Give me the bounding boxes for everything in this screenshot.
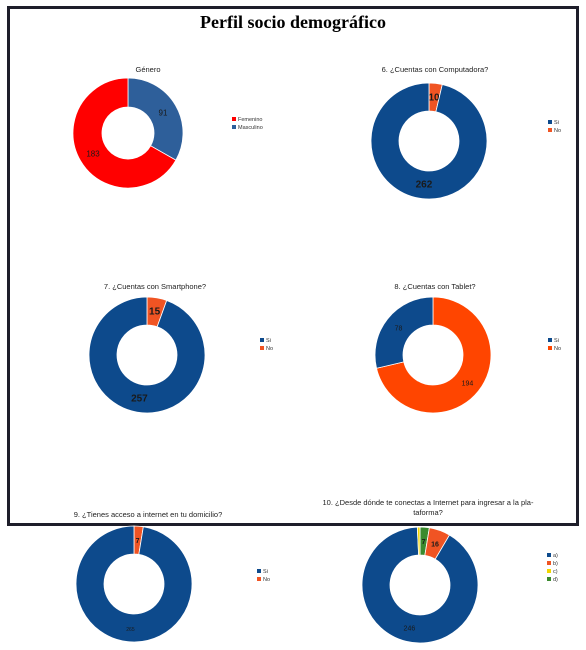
legend-label: Si	[554, 338, 559, 344]
donut-chart-6: 10. ¿Desde dónde te conectas a Internet …	[323, 498, 558, 644]
slice-femenino	[72, 77, 177, 189]
data-label: 257	[131, 393, 148, 404]
data-label: 194	[462, 380, 474, 387]
donut-chart-3: 7. ¿Cuentas con Smartphone? 15 257 Si No	[88, 282, 273, 414]
donut-chart-5: 9. ¿Tienes acceso a internet en tu domic…	[74, 510, 270, 643]
legend-swatch	[547, 553, 551, 557]
legend-label: b)	[553, 561, 558, 567]
data-label: 262	[416, 180, 433, 191]
legend-label: c)	[553, 569, 558, 575]
slice-si	[75, 525, 193, 643]
chart-title: Género	[135, 65, 160, 74]
legend-swatch	[257, 577, 261, 581]
legend-swatch	[547, 569, 551, 573]
legend-label: Masculino	[238, 125, 263, 131]
chart-title: 8. ¿Cuentas con Tablet?	[394, 282, 475, 291]
legend-swatch	[232, 117, 236, 121]
chart-title: 7. ¿Cuentas con Smartphone?	[104, 282, 206, 291]
legend-label: Si	[266, 338, 271, 344]
chart-title: 6. ¿Cuentas con Computadora?	[382, 65, 489, 74]
slice-si	[374, 296, 434, 369]
chart-title: taforma?	[413, 508, 443, 517]
legend-label: No	[266, 346, 273, 352]
slice-si	[370, 82, 488, 200]
slice-masculino	[127, 77, 184, 161]
legend-swatch	[260, 346, 264, 350]
legend-label: d)	[553, 577, 558, 583]
legend-swatch	[548, 128, 552, 132]
chart-title: 9. ¿Tienes acceso a internet en tu domic…	[74, 510, 223, 519]
data-label: 183	[86, 149, 100, 158]
chart-title: 10. ¿Desde dónde te conectas a Internet …	[323, 498, 534, 507]
legend-swatch	[548, 338, 552, 342]
legend-swatch	[547, 577, 551, 581]
slice-a	[361, 526, 479, 644]
donut-chart-2: 6. ¿Cuentas con Computadora? 10 262 Si No	[370, 65, 561, 200]
legend-label: Si	[554, 120, 559, 126]
data-label: 15	[149, 307, 161, 318]
legend-swatch	[547, 561, 551, 565]
data-label: 7	[422, 539, 426, 546]
slice-c	[416, 526, 421, 556]
legend-swatch	[548, 346, 552, 350]
legend-label: No	[554, 128, 561, 134]
legend-label: a)	[553, 553, 558, 559]
legend-label: Femenino	[238, 117, 262, 123]
data-label: 78	[395, 326, 403, 333]
slice-si	[88, 296, 206, 414]
data-label: 265	[126, 627, 135, 633]
legend-label: No	[554, 346, 561, 352]
data-label: 10	[429, 92, 441, 103]
page-title: Perfil socio demográfico	[200, 12, 386, 32]
donut-chart-4: 8. ¿Cuentas con Tablet? 194 78 Si No	[374, 282, 561, 414]
legend-swatch	[548, 120, 552, 124]
slice-no	[376, 296, 492, 414]
data-label: 91	[159, 109, 168, 118]
data-label: 16	[431, 542, 439, 549]
data-label: 246	[404, 626, 416, 633]
donut-chart-1: Género 91 183 Femenino Masculino	[72, 65, 263, 189]
legend-swatch	[260, 338, 264, 342]
legend-swatch	[257, 569, 261, 573]
legend-label: Si	[263, 569, 268, 575]
legend-label: No	[263, 577, 270, 583]
data-label: 7	[136, 538, 140, 545]
legend-swatch	[232, 125, 236, 129]
